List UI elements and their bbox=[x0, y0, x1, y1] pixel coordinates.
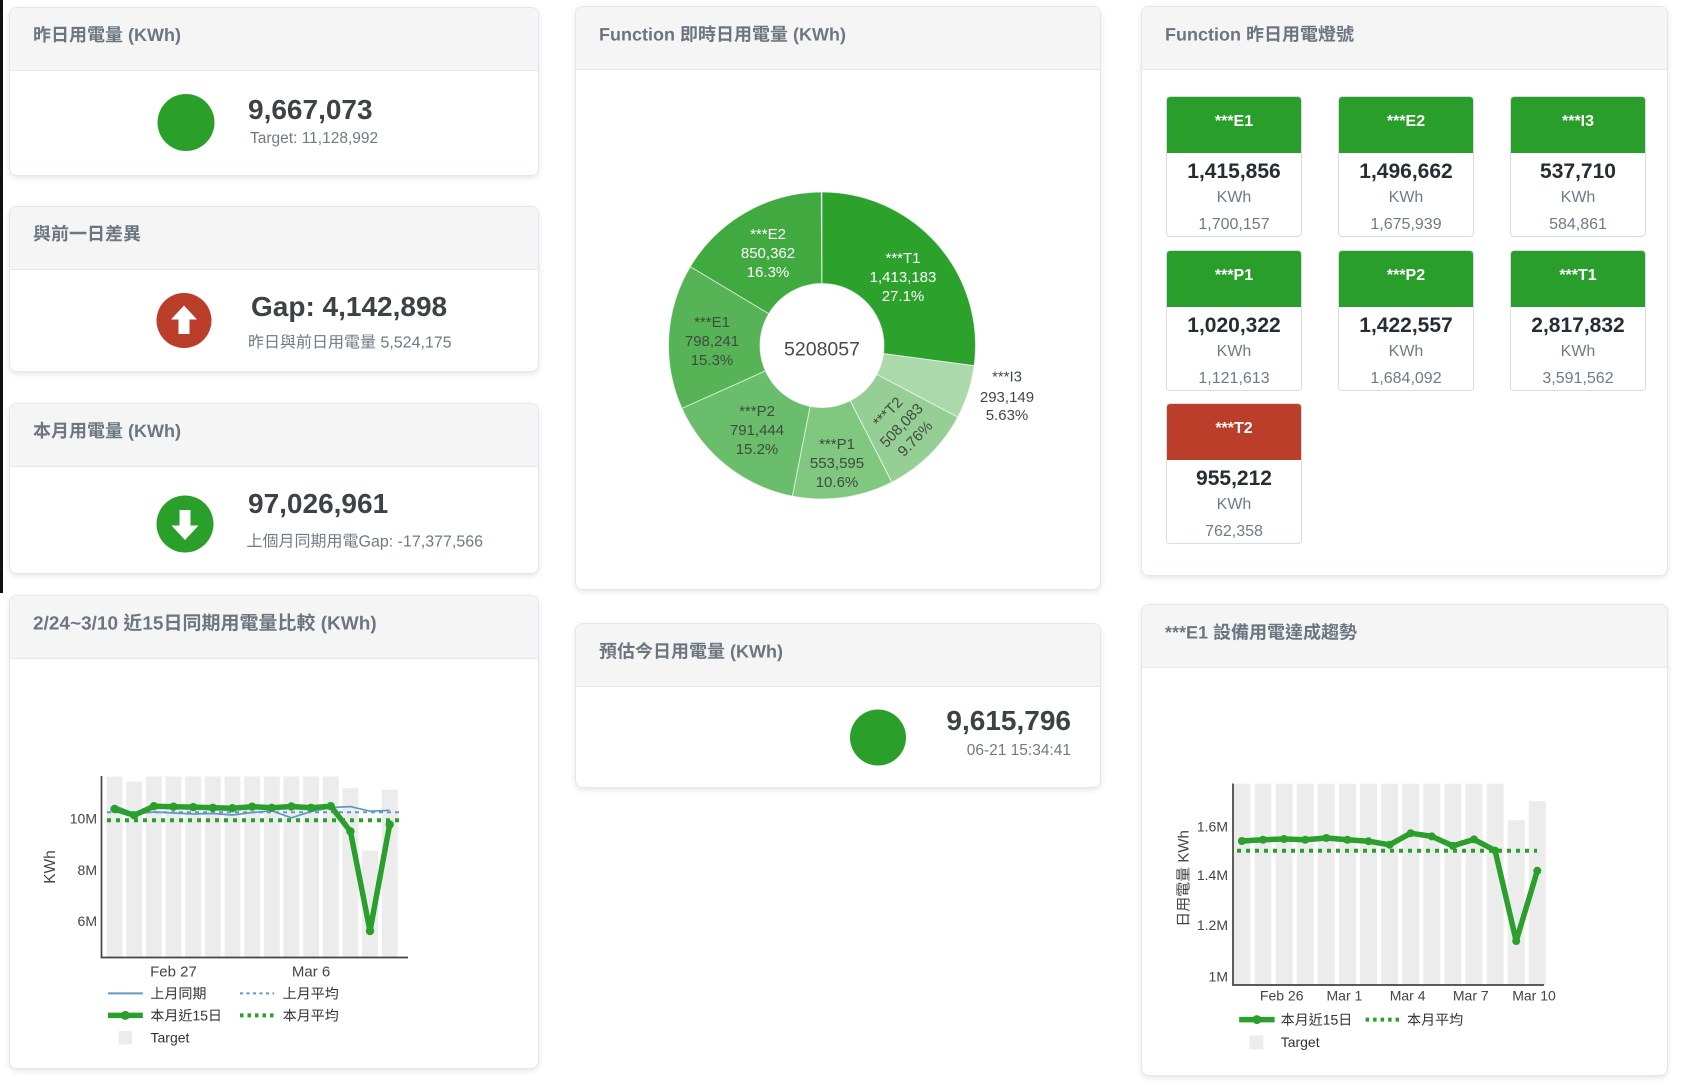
svg-text:KWh: KWh bbox=[42, 850, 59, 884]
svg-text:Target: Target bbox=[1281, 1034, 1320, 1050]
svg-text:Mar 6: Mar 6 bbox=[292, 964, 330, 981]
svg-text:Feb 26: Feb 26 bbox=[1260, 988, 1304, 1004]
svg-text:6M: 6M bbox=[78, 913, 97, 929]
svg-text:1.6M: 1.6M bbox=[1197, 818, 1228, 834]
svg-text:Mar 1: Mar 1 bbox=[1327, 988, 1363, 1004]
svg-text:Feb 27: Feb 27 bbox=[150, 964, 197, 981]
svg-text:Mar 7: Mar 7 bbox=[1453, 988, 1489, 1004]
svg-text:1.2M: 1.2M bbox=[1197, 917, 1228, 933]
svg-text:Mar 4: Mar 4 bbox=[1390, 988, 1426, 1004]
svg-text:8M: 8M bbox=[78, 862, 97, 878]
svg-text:Target: Target bbox=[151, 1030, 190, 1046]
svg-text:5208057: 5208057 bbox=[784, 339, 860, 361]
svg-text:10M: 10M bbox=[70, 811, 97, 827]
svg-text:Mar 10: Mar 10 bbox=[1512, 988, 1556, 1004]
svg-text:1M: 1M bbox=[1209, 969, 1228, 985]
svg-text:1.4M: 1.4M bbox=[1197, 867, 1228, 883]
